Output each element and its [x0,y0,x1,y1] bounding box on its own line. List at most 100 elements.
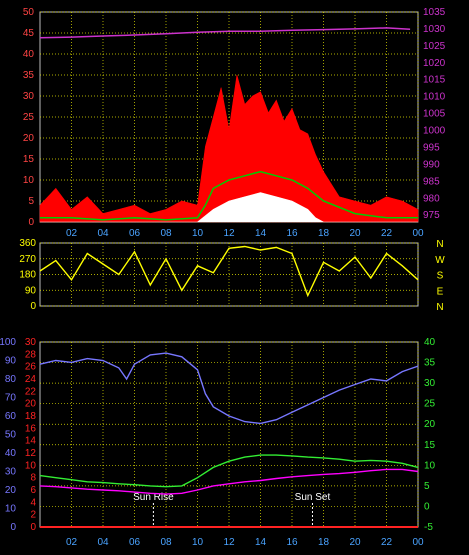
wind-panel-hour-label: 14 [255,228,267,239]
rain-axis-tick: 30 [25,337,37,348]
wind-axis-tick: 5 [28,196,34,207]
compass-label: W [435,255,445,266]
wind-gust-series [39,74,419,223]
direction-axis-tick: 360 [19,238,36,249]
direction-axis-tick: 0 [30,301,36,312]
pressure-axis-tick: 1020 [423,58,446,69]
humidity-axis-tick: 50 [5,430,17,441]
humidity-axis-tick: 20 [5,485,17,496]
wind-panel-hour-label: 12 [223,228,235,239]
temp-panel-hour-label: 20 [349,537,361,548]
dewpoint-axis-title: Punto rocío [392,322,448,334]
wind-axis-tick: 40 [23,49,35,60]
wind-minimum-series [40,192,418,223]
temp-panel-hour-label: 14 [255,537,267,548]
humidity-axis-tick: 100 [0,337,16,348]
rain-axis-tick: 22 [25,386,37,397]
pressure-axis-tick: 1010 [423,92,446,103]
rain-axis-tick: 12 [25,448,37,459]
temp-panel-hour-label: 22 [381,537,393,548]
pressure-axis-tick: 985 [423,176,440,187]
rain-axis-tick: 18 [25,411,37,422]
pressure-axis-tick: 1025 [423,41,446,52]
wind-panel-hour-label: 22 [381,228,393,239]
pressure-series [39,27,411,39]
temperature-axis-tick: 30 [424,378,436,389]
compass-label: N [436,239,443,250]
wind-axis-tick: 35 [23,70,35,81]
rain-axis-tick: 14 [25,436,37,447]
wind-panel-hour-label: 18 [318,228,330,239]
dewpoint-series [39,468,419,495]
humidity-axis-tick: 40 [5,448,17,459]
temp-panel-hour-label: 06 [129,537,141,548]
humidity-axis-tick: 0 [10,522,16,533]
humidity-axis-title: Humedad [66,322,114,334]
rain-axis-tick: 0 [30,522,36,533]
temp-panel-hour-label: 02 [66,537,78,548]
wind-axis-tick: 30 [23,91,35,102]
wind-axis-tick: 20 [23,133,35,144]
humidity-axis-tick: 10 [5,504,17,515]
temp-panel-hour-label: 10 [192,537,204,548]
wind-panel-hour-label: 04 [97,228,109,239]
wind-panel-hour-label: 08 [160,228,172,239]
rain-axis-tick: 26 [25,362,37,373]
temp-panel-hour-label: 18 [318,537,330,548]
direction-axis-tick: 180 [19,270,36,281]
temperature-axis-tick: 35 [424,358,436,369]
humidity-axis-tick: 30 [5,467,17,478]
rain-axis-tick: 8 [30,473,36,484]
humidity-axis-tick: 90 [5,356,17,367]
humidity-axis-tick: 60 [5,411,17,422]
wind-average-series [40,170,418,221]
temperature-humidity-panel: -505101520253035400102030405060708090100… [0,337,436,548]
wind-axis-tick: 50 [23,7,35,18]
wind-panel-hour-label: 10 [192,228,204,239]
wind-axis-tick: 25 [23,112,35,123]
pressure-axis-tick: 1000 [423,126,446,137]
rain-axis-tick: 2 [30,510,36,521]
temperature-axis-tick: 15 [424,440,436,451]
pressure-axis-tick: 990 [423,159,440,170]
temp-panel-hour-label: 08 [160,537,172,548]
header-wind-label: Velocidad viento [4,1,84,13]
direction-axis-tick: 90 [25,285,37,296]
humidity-axis-tick: 80 [5,374,17,385]
pressure-axis-tick: 1030 [423,24,446,35]
header-title: 24 hora graphicas, 09 Noviembre 2013 [183,1,373,13]
rain-axis-title: Lluvia [2,322,32,334]
pressure-axis-tick: 1005 [423,109,446,120]
temp-panel-hour-label: 04 [97,537,109,548]
rain-axis-tick: 6 [30,485,36,496]
temperature-axis-tick: 20 [424,419,436,430]
rain-axis-tick: 28 [25,349,37,360]
temperature-axis-tick: 0 [424,501,430,512]
wind-axis-tick: 15 [23,154,35,165]
humidity-series [39,352,419,425]
wind-direction-series [39,245,419,298]
temperature-axis-title: Temperatura [313,322,376,334]
sunrise-label: Sun Rise [133,492,174,503]
temperature-axis-tick: 10 [424,460,436,471]
header-pressure-label: Presión [371,1,408,13]
rain-axis-tick: 4 [30,497,36,508]
compass-label: S [437,271,444,282]
pressure-axis-tick: 980 [423,193,440,204]
temperature-axis-tick: -5 [424,522,433,533]
pressure-axis-tick: 1015 [423,75,446,86]
pressure-axis-tick: 1035 [423,7,446,18]
compass-label: E [437,286,444,297]
temperature-series [39,454,419,488]
temp-panel-hour-label: 12 [223,537,235,548]
wind-panel-hour-label: 02 [66,228,78,239]
temperature-axis-tick: 40 [424,337,436,348]
rain-axis-tick: 10 [25,460,37,471]
temp-panel-hour-label: 16 [286,537,298,548]
wind-panel-hour-label: 00 [412,228,424,239]
wind-panel-hour-label: 06 [129,228,141,239]
compass-label: N [436,302,443,313]
temperature-axis-tick: 5 [424,481,430,492]
